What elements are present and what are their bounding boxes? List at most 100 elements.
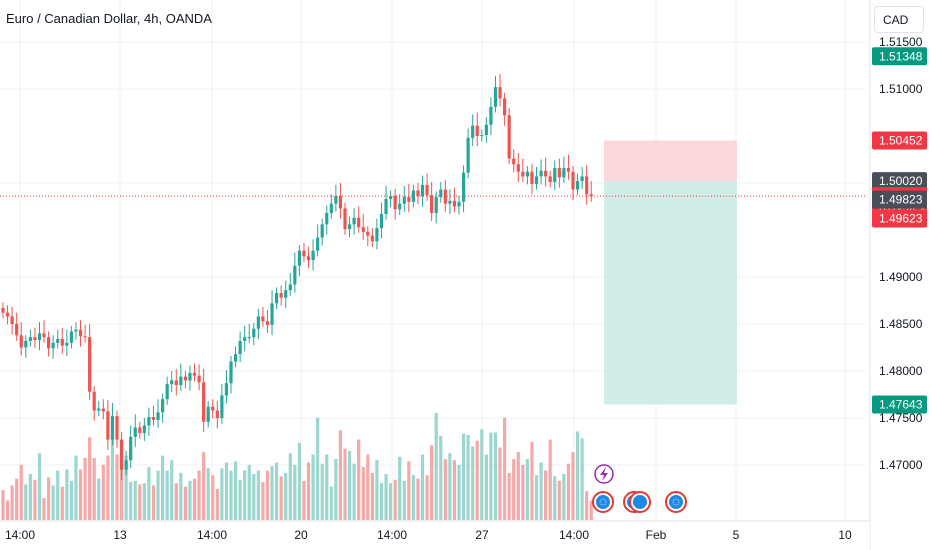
globe-ring (599, 498, 607, 506)
lightning-icon (600, 467, 608, 481)
candle-body (215, 410, 219, 418)
volume-bar (439, 436, 443, 520)
candle-body (416, 190, 420, 197)
price-axis-tick-label: 1.48500 (879, 317, 923, 331)
volume-bar (233, 461, 238, 520)
candle-body (484, 124, 488, 136)
volume-bar (279, 476, 283, 520)
candle-body (302, 250, 306, 257)
volume-bar (5, 500, 10, 520)
candle-body (288, 284, 292, 291)
position-stop-zone (604, 140, 737, 182)
price-axis-tick-label: 1.51000 (879, 82, 923, 96)
candle-body (252, 328, 256, 338)
candle-body (516, 164, 520, 172)
volume-bar (457, 464, 461, 520)
candle-body (393, 196, 397, 210)
volume-bar (284, 472, 288, 520)
volume-bar (484, 454, 488, 520)
volume-bar (361, 467, 365, 520)
volume-bar (521, 464, 525, 520)
volume-bar (188, 480, 192, 520)
volume-bar (325, 454, 329, 520)
price-axis-bg (870, 0, 932, 550)
volume-bar (461, 433, 466, 520)
candle-body (97, 408, 101, 411)
candle-body (316, 237, 320, 251)
candle-body (88, 337, 92, 392)
volume-bar (124, 455, 128, 520)
volume-bar (147, 467, 151, 520)
candle-body (306, 256, 311, 261)
time-axis-tick-label: 10 (838, 528, 852, 542)
volume-bar (475, 440, 479, 520)
volume-bar (389, 483, 393, 520)
candle-body (170, 380, 174, 385)
volume-bar (197, 470, 201, 520)
volume-bar (329, 486, 333, 520)
volume-bar (224, 462, 229, 520)
candle-body (275, 292, 279, 304)
candle-body (480, 135, 484, 137)
volume-bar (229, 470, 233, 520)
volume-bar (15, 478, 19, 520)
candle-body (42, 333, 46, 338)
candle-body (553, 167, 557, 183)
volume-bar (37, 453, 42, 520)
candle-body (238, 340, 242, 355)
candle-body (361, 227, 365, 232)
candle-body (585, 176, 589, 195)
candle-body (338, 196, 343, 209)
candle-body (24, 340, 28, 348)
candle-body (129, 436, 133, 461)
volume-bar (161, 455, 165, 520)
candle-body (544, 170, 548, 177)
volume-bar (202, 452, 206, 520)
volume-bar (493, 432, 498, 520)
volume-bar (430, 445, 434, 520)
volume-bar (343, 448, 347, 520)
candle-body (206, 406, 210, 422)
volume-bar (220, 468, 224, 520)
volume-bar (65, 469, 69, 520)
volume-bar (585, 491, 589, 520)
candle-body (420, 184, 425, 197)
volume-bar (69, 480, 73, 520)
price-label-box (872, 209, 927, 228)
price-axis-tick-label: 1.49000 (879, 270, 923, 284)
candle-body (370, 235, 374, 242)
volume-bar (24, 484, 28, 520)
candle-body (457, 201, 461, 207)
volume-bar (165, 470, 169, 520)
candle-body (425, 184, 429, 196)
candle-body (28, 337, 32, 341)
candle-body (571, 171, 575, 190)
candle-body (51, 342, 55, 349)
volume-bar (83, 457, 87, 520)
candle-body (407, 197, 411, 202)
price-label-box (872, 190, 927, 209)
candle-body (384, 198, 388, 215)
volume-bar (544, 470, 548, 520)
time-axis-tick-label: Feb (646, 528, 667, 542)
volume-bar (215, 488, 219, 520)
globe-icon (633, 495, 647, 509)
candle-body (115, 416, 119, 440)
volume-bar (302, 480, 306, 520)
volume-bar (129, 482, 133, 520)
volume-bar (101, 464, 105, 520)
candle-body (183, 376, 187, 381)
candle-body (398, 203, 402, 210)
volume-bar (92, 457, 96, 520)
candle-body (161, 399, 165, 413)
volume-bar (261, 482, 265, 520)
time-axis-tick-label: 14:00 (5, 528, 35, 542)
symbol-title: Euro / Canadian Dollar, 4h, OANDA (6, 11, 212, 26)
volume-bar (480, 429, 484, 520)
time-axis-tick-label: 20 (294, 528, 308, 542)
currency-button[interactable]: CAD (874, 6, 924, 33)
candle-body (56, 339, 60, 343)
volume-bar (503, 417, 507, 520)
candle-body (525, 171, 529, 177)
